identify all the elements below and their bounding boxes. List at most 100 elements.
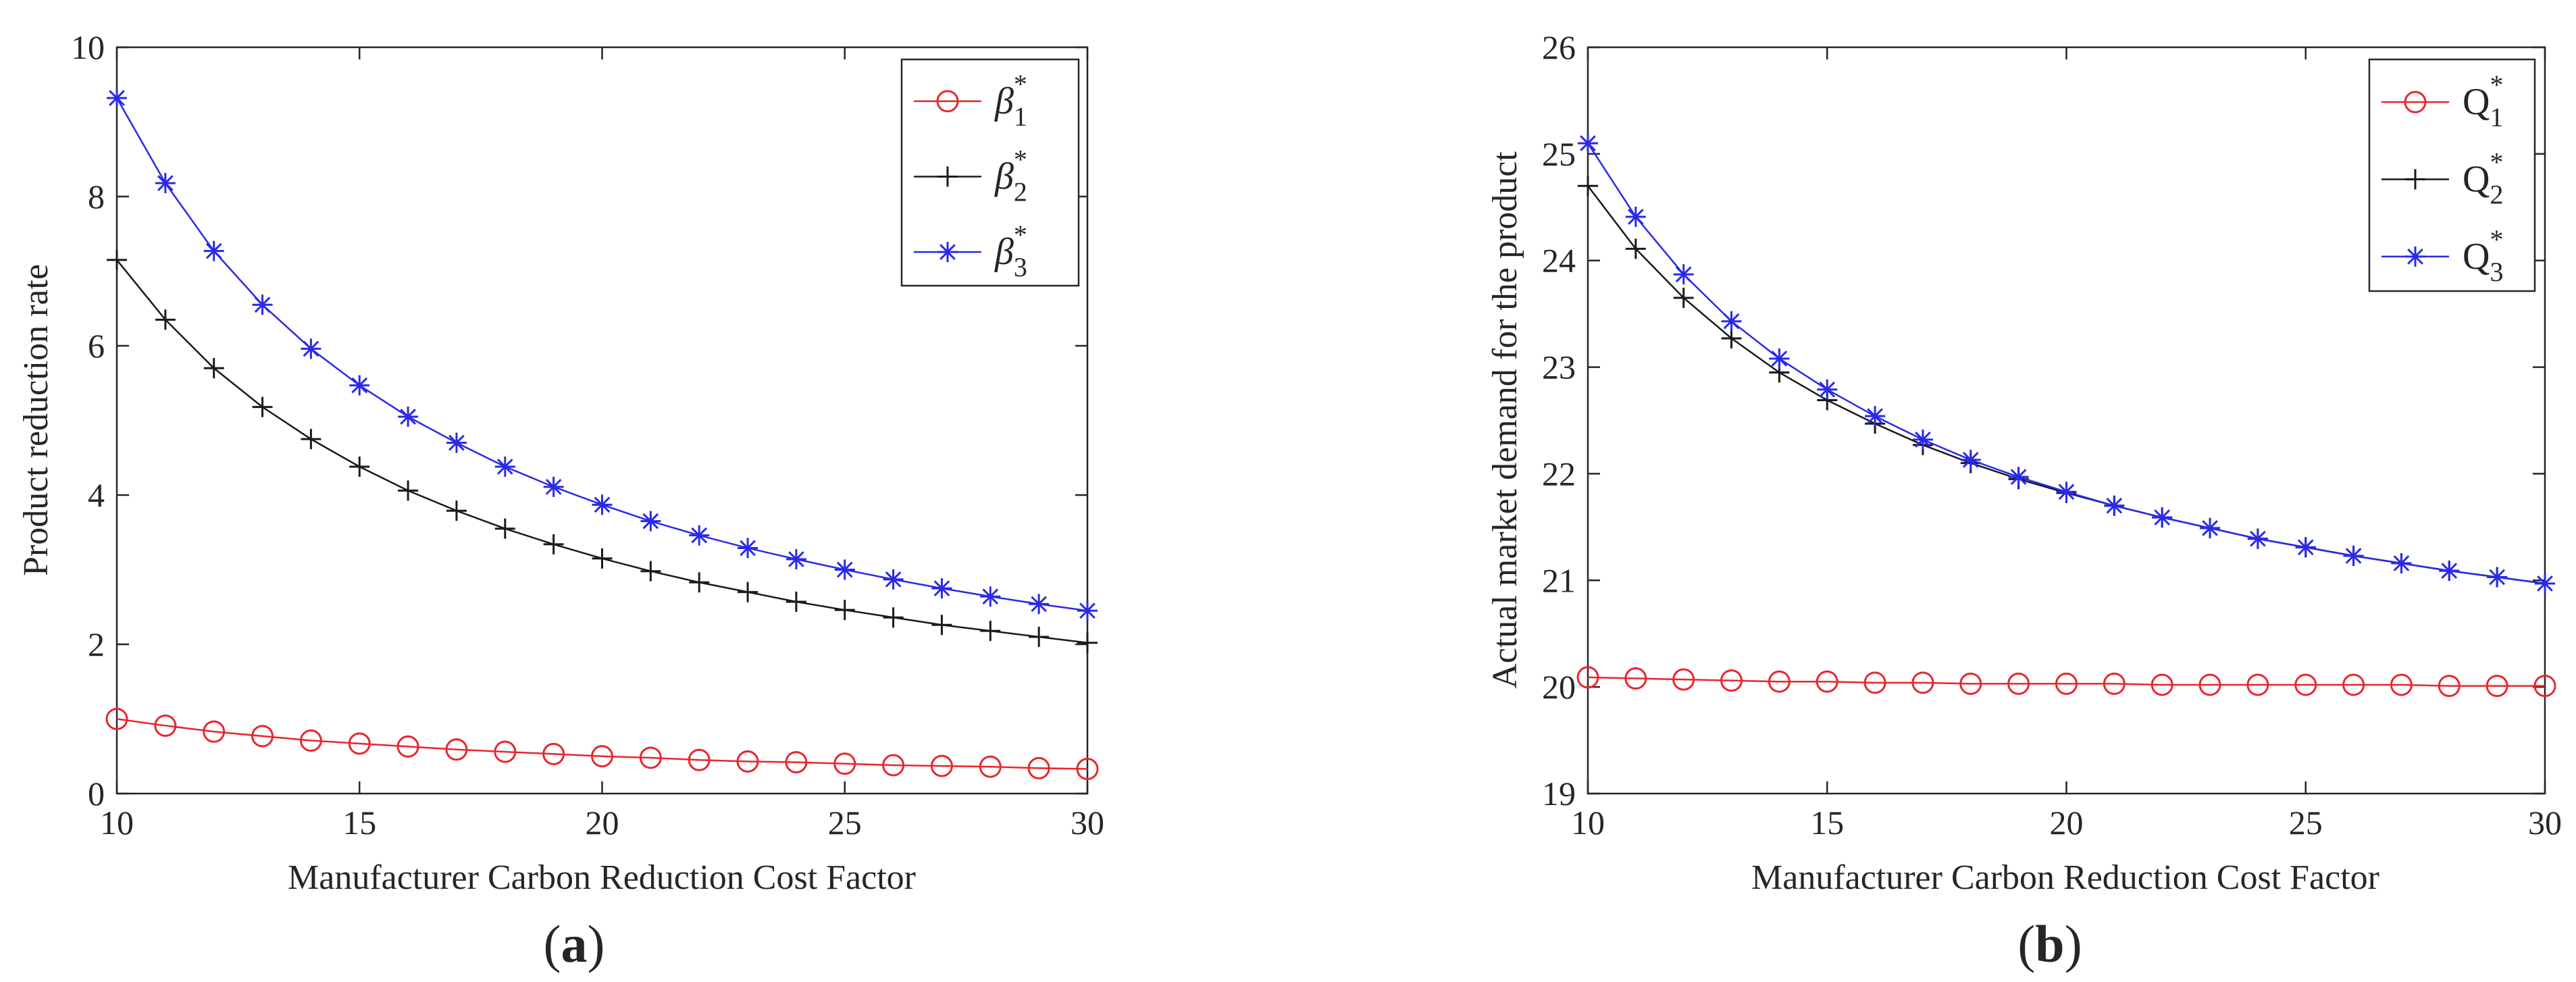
panel-b-series-3-point-10-d2 <box>2058 484 2075 500</box>
panel-b-legend-label-2: Q2* <box>2463 147 2503 210</box>
panel-b-series-1-point-4 <box>1768 670 1791 693</box>
panel-a-y-tick-label-1: 2 <box>88 625 105 663</box>
panel-a-series-2-point-10 <box>592 548 613 569</box>
panel-b-series-3-point-14 <box>2247 528 2268 549</box>
panel-b-legend-swatch-marker-2 <box>2405 169 2425 190</box>
panel-b-series-3-point-4-d2 <box>1771 351 1788 367</box>
panel-b-y-tick-label-3: 22 <box>1542 455 1576 492</box>
panel-a-legend-swatch-marker-3-d2 <box>939 244 956 261</box>
panel-a-series-3-point-12 <box>689 525 710 546</box>
panel-b-series-3-point-18 <box>2439 561 2460 582</box>
panel-a-series-3-point-11 <box>640 511 661 532</box>
panel-b-series-3-point-10 <box>2056 482 2077 502</box>
panel-b-legend-swatch-marker-3 <box>2405 246 2425 267</box>
panel-b-series-3-point-16 <box>2343 545 2364 566</box>
panel-b-series-3-point-11 <box>2104 495 2125 516</box>
panel-a-series-2-point-17 <box>931 615 952 636</box>
panel-a-series-3-point-1 <box>155 173 176 194</box>
panel-a-series-2-point-12 <box>689 572 710 593</box>
panel-a-legend-entry-2: β2* <box>914 145 1027 207</box>
panel-b-series-1-point-13 <box>2198 673 2221 696</box>
panel-b-series-3-point-20 <box>2535 573 2555 594</box>
panel-a-y-tick-label-3: 6 <box>88 327 105 365</box>
panel-b-series-3-point-0 <box>1578 133 1598 154</box>
panel-a-legend-label-3: β3* <box>994 219 1027 282</box>
panel-b-series-3-point-14-d2 <box>2250 530 2266 547</box>
panel-b-series-3-point-7-d2 <box>1915 432 1931 448</box>
chart-panel-a: 10 15 20 25 30 0 2 4 6 8 10 β1* β2* β3* <box>71 28 1104 842</box>
panel-a-series-2-point-6 <box>398 480 419 501</box>
panel-a-series-2-point-0 <box>107 249 127 270</box>
panel-b-series-3-point-17 <box>2391 553 2412 574</box>
panel-b-x-tick-label-2: 20 <box>2050 804 2084 842</box>
panel-b-legend-label-3: Q3* <box>2463 224 2503 287</box>
panel-a-series-2-point-14 <box>785 592 806 613</box>
panel-a-series-2-point-15 <box>834 600 855 621</box>
panel-b-series-3-point-16-d2 <box>2345 548 2362 564</box>
panel-b-legend-entry-2: Q2* <box>2381 147 2503 210</box>
panel-b-series-1-point-1 <box>1624 667 1647 690</box>
panel-b-series-3-point-1-d2 <box>1627 209 1644 225</box>
panel-a-x-tick-label-0: 10 <box>100 804 134 842</box>
panel-b-series-3-point-3-d2 <box>1723 313 1740 330</box>
panel-b-series-1-point-5 <box>1815 670 1838 693</box>
panel-a-series-3-point-10-d2 <box>594 496 611 513</box>
panel-a-series-1-point-5 <box>348 732 371 755</box>
panel-a-series-3-point-0-d2 <box>109 90 125 107</box>
panel-a-series-3-point-17 <box>931 578 952 599</box>
panel-a-x-tick-label-3: 25 <box>828 804 862 842</box>
panel-a-series-2-point-18 <box>980 621 1001 642</box>
panel-b-series-1-point-0 <box>1576 666 1599 689</box>
panel-b-series-3-point-15 <box>2295 537 2316 558</box>
panel-b-series-3-point-1 <box>1625 206 1646 227</box>
panel-b-series-2-point-1 <box>1625 238 1646 259</box>
panel-b-series-2-point-0 <box>1578 176 1598 197</box>
panel-b-series-1-point-8 <box>1959 672 1982 695</box>
panel-a-series-1-point-15 <box>833 752 856 775</box>
panel-a-series-1-point-19 <box>1027 756 1050 779</box>
panel-a-series-3-point-19-d2 <box>1031 596 1048 613</box>
panel-b-series-3-point-20-d2 <box>2537 575 2553 592</box>
panel-b-series-2-point-2 <box>1673 287 1694 308</box>
panel-b-series-3-point-17-d2 <box>2393 555 2410 571</box>
panel-b-series-1-point-11 <box>2103 672 2126 695</box>
panel-a-series-3-point-9 <box>543 476 564 497</box>
panel-b-series-3-point-12 <box>2152 507 2173 528</box>
panel-b-series-3-point-9 <box>2008 467 2029 488</box>
panel-b-series-3-point-12-d2 <box>2154 509 2171 526</box>
panel-a-series-1-point-11 <box>639 746 662 769</box>
panel-a-legend-swatch-marker-2 <box>937 166 958 187</box>
panel-a-legend-label-1: β1* <box>994 69 1027 132</box>
panel-b-series-3-point-8-d2 <box>1962 452 1979 468</box>
panel-b-legend: Q1* Q2* Q3* <box>2368 58 2536 292</box>
panel-b-y-tick-label-2: 21 <box>1542 561 1576 599</box>
panel-b-y-tick-label-7: 26 <box>1542 28 1576 66</box>
panel-a-series-3-point-2-d2 <box>205 242 222 259</box>
panel-b-series-1-point-19 <box>2485 675 2508 698</box>
panel-a-series-3-point-5 <box>349 375 370 396</box>
chart-panel-b: 10 15 20 25 30 19 20 21 22 23 24 25 26 Q1* Q2* Q3* <box>1542 28 2562 842</box>
panel-b-series-3-point-11-d2 <box>2106 497 2123 514</box>
panel-a-series-3-point-10 <box>592 494 613 515</box>
panel-b-series-3-point-19-d2 <box>2489 569 2506 586</box>
panel-a-series-3-point-0 <box>107 88 127 109</box>
panel-a-series-1-markers <box>105 708 1099 781</box>
panel-a-series-2-point-2 <box>203 358 224 379</box>
panel-a-series-3-point-12-d2 <box>691 527 708 544</box>
panel-a-series-1-point-7 <box>445 738 468 761</box>
panel-b-x-tick-label-3: 25 <box>2289 804 2323 842</box>
panel-a-series-2-point-8 <box>494 518 515 539</box>
panel-b-series-1-point-9 <box>2007 672 2030 695</box>
panel-b-series-3-point-2 <box>1673 264 1694 285</box>
panel-b-legend-label-1: Q1* <box>2463 70 2503 132</box>
panel-b-series-1-point-16 <box>2342 673 2365 696</box>
panel-b-series-2-point-3 <box>1721 328 1742 348</box>
panel-b-series-1-point-3 <box>1720 669 1743 692</box>
panel-b-series-1-point-20 <box>2533 675 2556 698</box>
panel-a-series-1-point-4 <box>299 729 322 752</box>
panel-a-y-tick-label-2: 4 <box>88 476 105 514</box>
panel-b-series-3-point-5-d2 <box>1819 381 1836 398</box>
panel-a-series-1-point-18 <box>979 755 1002 778</box>
panel-a-series-2-point-16 <box>883 607 904 628</box>
panel-a-series-3-point-3 <box>252 294 273 315</box>
